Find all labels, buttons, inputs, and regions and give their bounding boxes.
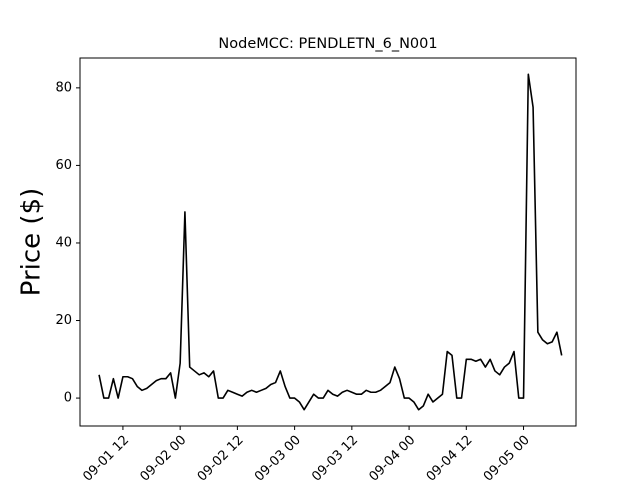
- x-tick-label: 09-04 00: [366, 433, 418, 480]
- chart-title: NodeMCC: PENDLETN_6_N001: [218, 36, 437, 52]
- y-axis-label: Price ($): [17, 188, 47, 297]
- y-tick-label: 20: [55, 313, 72, 328]
- x-tick-label: 09-03 12: [309, 433, 361, 480]
- x-tick-label: 09-02 00: [138, 433, 190, 480]
- y-tick-label: 40: [55, 235, 72, 250]
- y-tick-label: 80: [55, 80, 72, 95]
- x-tick-label: 09-02 12: [195, 433, 247, 480]
- y-tick-label: 60: [55, 158, 72, 173]
- x-tick-label: 09-01 12: [80, 433, 132, 480]
- x-tick-label: 09-05 00: [481, 433, 533, 480]
- x-tick-label: 09-03 00: [252, 433, 304, 480]
- x-tick-label: 09-04 12: [424, 433, 476, 480]
- line: [98, 73, 563, 411]
- y-tick-label: 0: [64, 391, 72, 406]
- axes-frame: [79, 57, 577, 427]
